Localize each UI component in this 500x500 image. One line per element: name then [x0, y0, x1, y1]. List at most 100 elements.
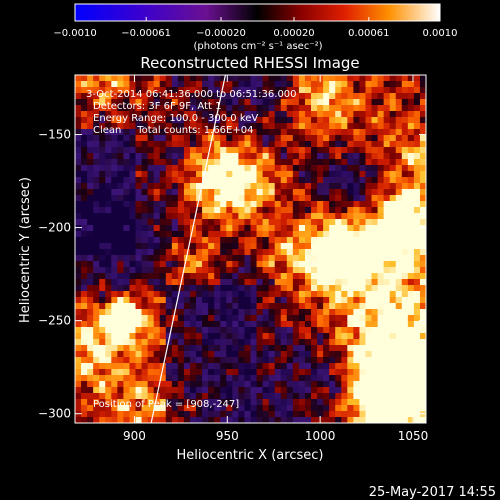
- heatmap-cell: [238, 309, 245, 316]
- heatmap-cell: [341, 153, 348, 160]
- heatmap-cell: [323, 129, 330, 136]
- heatmap-cell: [189, 279, 197, 286]
- heatmap-cell: [208, 291, 215, 298]
- heatmap-cell: [383, 81, 391, 88]
- heatmap-cell: [75, 93, 82, 100]
- heatmap-cell: [268, 129, 276, 136]
- heatmap-cell: [202, 123, 209, 130]
- heatmap-cell: [244, 345, 251, 352]
- heatmap-cell: [256, 417, 263, 423]
- heatmap-cell: [371, 201, 378, 208]
- heatmap-cell: [111, 297, 118, 304]
- heatmap-cell: [111, 93, 118, 100]
- heatmap-cell: [377, 201, 385, 208]
- heatmap-cell: [135, 243, 142, 250]
- heatmap-cell: [304, 81, 312, 88]
- heatmap-cell: [371, 285, 378, 292]
- heatmap-cell: [383, 411, 391, 418]
- heatmap-cell: [365, 417, 372, 423]
- heatmap-cell: [359, 183, 366, 190]
- heatmap-cell: [256, 405, 263, 412]
- heatmap-cell: [202, 75, 209, 82]
- heatmap-cell: [383, 117, 391, 124]
- heatmap-cell: [250, 357, 257, 364]
- heatmap-cell: [371, 297, 378, 304]
- heatmap-cell: [214, 267, 221, 274]
- heatmap-cell: [123, 417, 130, 423]
- heatmap-cell: [232, 363, 239, 370]
- heatmap-cell: [286, 93, 294, 100]
- heatmap-cell: [292, 351, 300, 358]
- heatmap-cell: [298, 411, 306, 418]
- heatmap-cell: [214, 399, 221, 406]
- heatmap-cell: [311, 417, 318, 423]
- heatmap-cell: [304, 183, 312, 190]
- heatmap-cell: [159, 129, 167, 136]
- heatmap-cell: [262, 321, 270, 328]
- heatmap-cell: [129, 279, 136, 286]
- heatmap-cell: [377, 333, 385, 340]
- heatmap-cell: [262, 183, 270, 190]
- heatmap-cell: [171, 285, 179, 292]
- heatmap-cell: [232, 183, 239, 190]
- heatmap-cell: [81, 183, 88, 190]
- heatmap-cell: [419, 177, 426, 184]
- heatmap-cell: [341, 267, 348, 274]
- heatmap-cell: [256, 255, 263, 262]
- heatmap-cell: [304, 387, 312, 394]
- heatmap-cell: [171, 249, 179, 256]
- heatmap-cell: [359, 399, 366, 406]
- heatmap-cell: [335, 381, 342, 388]
- heatmap-cell: [214, 357, 221, 364]
- heatmap-cell: [93, 339, 100, 346]
- heatmap-cell: [81, 231, 88, 238]
- heatmap-cell: [105, 213, 112, 220]
- heatmap-cell: [311, 297, 318, 304]
- heatmap-cell: [419, 417, 426, 423]
- heatmap-cell: [286, 381, 294, 388]
- heatmap-cell: [311, 279, 318, 286]
- heatmap-cell: [183, 75, 191, 82]
- heatmap-cell: [347, 135, 354, 142]
- heatmap-cell: [81, 249, 88, 256]
- heatmap-cell: [250, 321, 257, 328]
- heatmap-cell: [159, 117, 167, 124]
- heatmap-cell: [129, 225, 136, 232]
- heatmap-cell: [250, 279, 257, 286]
- heatmap-cell: [268, 393, 276, 400]
- heatmap-cell: [250, 405, 257, 412]
- heatmap-cell: [214, 81, 221, 88]
- heatmap-cell: [359, 309, 366, 316]
- heatmap-cell: [153, 255, 161, 262]
- heatmap-cell: [335, 333, 342, 340]
- heatmap-cell: [389, 123, 397, 130]
- heatmap-cell: [286, 231, 294, 238]
- heatmap-cell: [93, 417, 100, 423]
- heatmap-cell: [419, 231, 426, 238]
- heatmap-cell: [183, 93, 191, 100]
- heatmap-cell: [274, 93, 282, 100]
- heatmap-cell: [395, 207, 403, 214]
- heatmap-cell: [232, 99, 239, 106]
- heatmap-cell: [196, 399, 203, 406]
- heatmap-cell: [135, 153, 142, 160]
- heatmap-cell: [395, 327, 403, 334]
- heatmap-cell: [232, 369, 239, 376]
- heatmap-cell: [268, 183, 276, 190]
- heatmap-cell: [111, 279, 118, 286]
- heatmap-cell: [93, 165, 100, 172]
- heatmap-cell: [123, 183, 130, 190]
- heatmap-cell: [93, 183, 100, 190]
- heatmap-cell: [286, 147, 294, 154]
- heatmap-cell: [123, 327, 130, 334]
- heatmap-cell: [383, 279, 391, 286]
- heatmap-cell: [183, 123, 191, 130]
- heatmap-cell: [244, 393, 251, 400]
- heatmap-cell: [135, 273, 142, 280]
- heatmap-cell: [208, 75, 215, 82]
- heatmap-cell: [220, 393, 227, 400]
- heatmap-cell: [153, 381, 161, 388]
- heatmap-cell: [298, 189, 306, 196]
- heatmap-cell: [353, 231, 360, 238]
- heatmap-cell: [135, 237, 142, 244]
